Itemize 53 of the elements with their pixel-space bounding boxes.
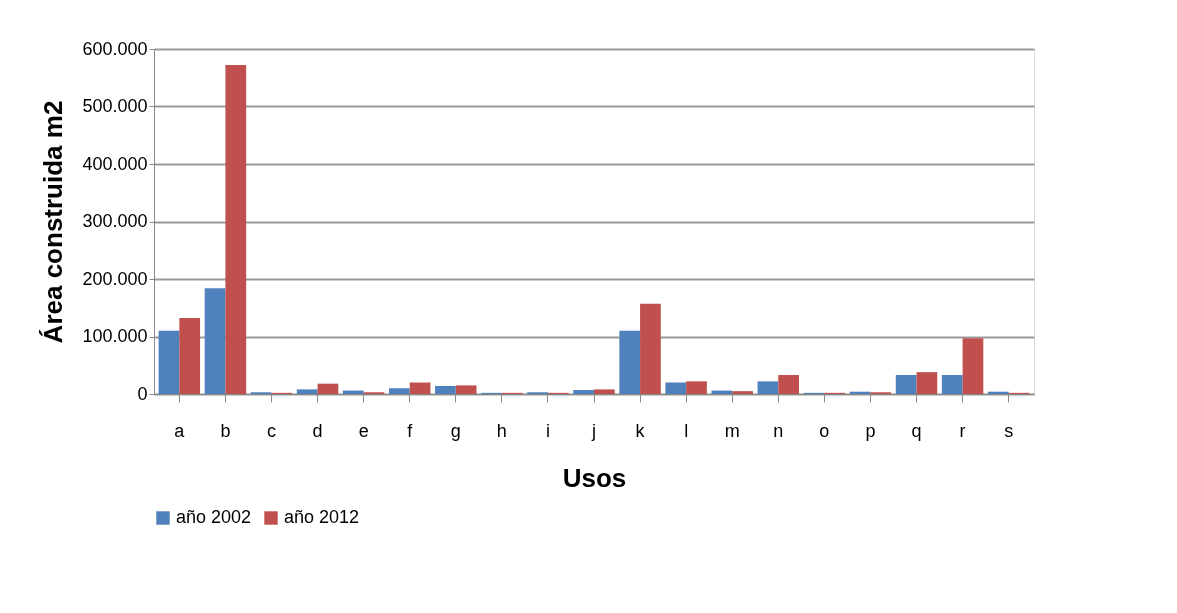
x-tick-label: r — [959, 420, 966, 441]
bar — [296, 389, 318, 394]
bar — [573, 389, 594, 394]
x-tick-label: e — [358, 420, 369, 441]
bar — [640, 303, 661, 394]
x-tick-label: m — [724, 420, 740, 441]
bar — [665, 382, 687, 394]
bar — [686, 381, 707, 394]
x-axis-title: Usos — [562, 462, 627, 493]
y-axis-title: Área construida m2 — [38, 100, 69, 344]
x-tick-label: s — [1004, 420, 1014, 441]
x-tick-label: d — [312, 420, 323, 441]
x-tick-label: b — [220, 420, 231, 441]
bar — [619, 330, 641, 394]
bar — [941, 375, 963, 394]
bar — [204, 288, 226, 394]
x-tick-label: p — [865, 420, 876, 441]
bar — [895, 375, 917, 394]
y-tick-label: 500.000 — [82, 96, 148, 116]
bar — [409, 382, 431, 394]
y-tick-label: 400.000 — [82, 153, 148, 174]
x-tick-label: h — [496, 420, 507, 441]
bar — [594, 389, 615, 394]
bar — [916, 372, 938, 394]
bar — [317, 383, 339, 394]
x-tick-label: i — [545, 420, 550, 441]
bar — [778, 375, 800, 394]
x-tick-label: g — [450, 420, 461, 441]
y-tick-label: 0 — [137, 383, 148, 404]
bar — [962, 338, 984, 394]
y-tick-label: 200.000 — [82, 268, 148, 289]
y-tick-label: 600.000 — [82, 38, 148, 59]
bar — [225, 65, 247, 394]
x-tick-label: f — [407, 420, 414, 441]
bar — [179, 318, 201, 394]
x-tick-label: o — [819, 420, 830, 441]
x-tick-label: k — [635, 420, 646, 441]
bar — [455, 385, 477, 394]
bar — [732, 391, 753, 394]
bar — [388, 388, 410, 394]
legend-label: año 2002 — [176, 507, 252, 527]
x-tick-label: j — [591, 420, 596, 441]
x-tick-label: c — [266, 420, 276, 441]
bar — [757, 381, 779, 394]
x-tick-label: q — [911, 420, 922, 441]
bar — [435, 385, 456, 394]
bar — [158, 330, 180, 394]
x-tick-label: n — [773, 420, 784, 441]
y-tick-label: 100.000 — [82, 326, 148, 346]
y-tick-label: 300.000 — [82, 211, 148, 231]
x-tick-label: a — [174, 420, 186, 441]
x-tick-label: l — [684, 420, 689, 441]
legend-label: año 2012 — [284, 507, 360, 527]
